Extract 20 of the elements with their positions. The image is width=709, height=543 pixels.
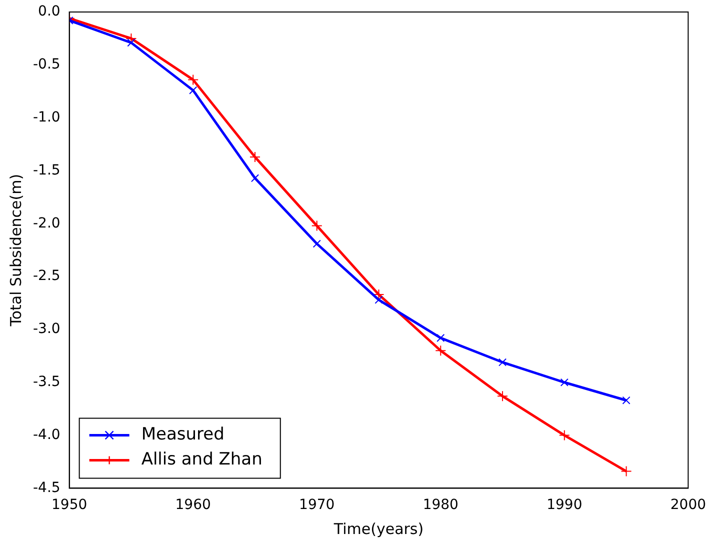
x-tick-label: 1970 [299,497,335,514]
x-axis-title: Time(years) [332,520,424,538]
x-tick-label: 1980 [422,497,458,514]
legend-label: Allis and Zhan [141,450,262,470]
x-tick-label: 1950 [51,497,88,514]
y-tick-label: -2.0 [32,215,60,232]
x-tick-label: 1960 [175,497,211,514]
y-tick-label: -1.0 [32,109,60,126]
y-tick-label: -2.5 [32,268,60,284]
y-tick-label: -3.0 [32,321,60,338]
y-tick-label: -4.5 [32,480,60,496]
legend-label: Measured [141,424,224,445]
y-tick-label: -1.5 [32,162,60,178]
y-tick-label: -4.0 [32,426,60,443]
y-axis-title: Total Subsidence(m) [6,174,25,328]
y-tick-label: 0.0 [38,4,60,20]
x-tick-label: 1990 [546,497,582,514]
y-tick-label: -3.5 [32,374,60,390]
y-tick-label: -0.5 [32,56,60,73]
x-tick-label: 2000 [670,497,706,514]
